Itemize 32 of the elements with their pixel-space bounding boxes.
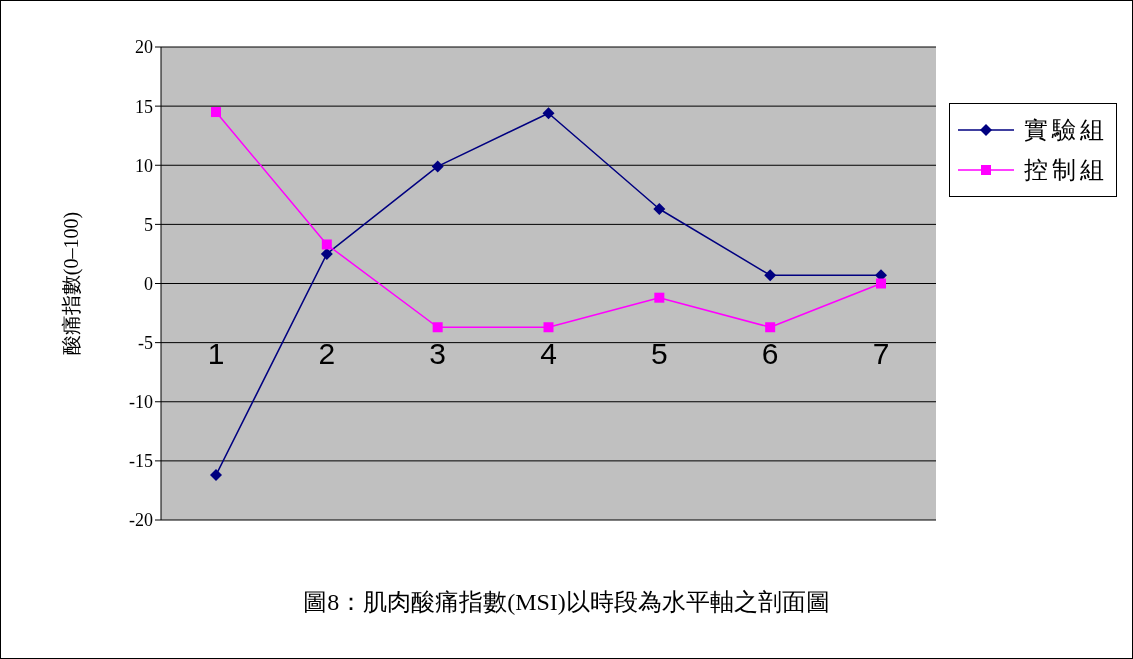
- x-tick-label: 6: [761, 337, 779, 370]
- point: [654, 292, 665, 303]
- y-tick-label: -15: [129, 451, 153, 472]
- y-tick-label: -5: [138, 333, 153, 354]
- y-tick-label: -10: [129, 392, 153, 413]
- point: [432, 322, 443, 333]
- legend-label: 控制組: [1024, 156, 1108, 185]
- x-tick-label: 5: [650, 337, 668, 370]
- y-tick-label: 10: [135, 155, 153, 176]
- point: [653, 203, 666, 215]
- point: [764, 269, 777, 282]
- x-tick-label: 4: [540, 337, 557, 370]
- y-tick-label: 20: [135, 37, 153, 58]
- text: 圖8：肌肉酸痛指數(MSI)以時段為水平軸之剖面圖: [302, 588, 831, 617]
- y-tick-label: 5: [144, 214, 153, 235]
- point: [765, 322, 776, 333]
- point: [211, 107, 221, 118]
- point: [210, 469, 222, 482]
- y-tick-label: -20: [129, 510, 153, 531]
- x-tick-label: 3: [429, 337, 447, 370]
- point: [543, 322, 554, 333]
- x-tick-label: 2: [318, 337, 336, 370]
- y-axis-title: 酸痛指數(0–100): [60, 211, 84, 356]
- legend-label: 實驗組: [1024, 116, 1108, 145]
- point: [431, 160, 444, 173]
- y-tick-label: 15: [135, 96, 153, 117]
- x-tick-label: 7: [872, 337, 890, 370]
- point: [321, 239, 332, 250]
- point: [542, 107, 555, 120]
- y-tick-label: 0: [144, 273, 153, 294]
- point: [876, 278, 886, 289]
- x-tick-label: 1: [207, 337, 225, 370]
